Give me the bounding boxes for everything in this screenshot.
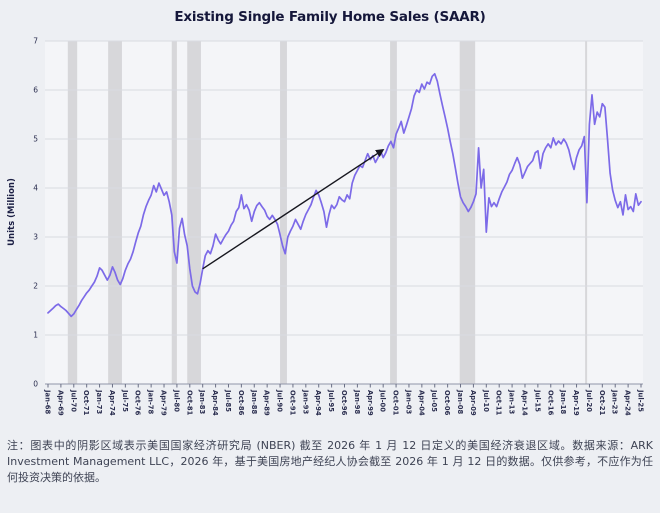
x-tick-label: Jan-88 xyxy=(250,389,258,415)
y-tick-label: 7 xyxy=(33,37,38,46)
x-tick-label: Jan-03 xyxy=(404,389,412,415)
y-tick-label: 6 xyxy=(33,86,38,95)
x-tick-label: Oct-91 xyxy=(288,390,296,416)
x-tick-label: Jan-68 xyxy=(44,389,52,415)
x-tick-label: Apr-84 xyxy=(211,390,219,416)
x-tick-label: Oct-01 xyxy=(392,390,400,416)
x-tick-label: Jan-83 xyxy=(198,389,206,415)
x-tick-label: Jul-10 xyxy=(482,389,490,412)
y-axis-title: Units (Million) xyxy=(7,178,17,246)
recession-band xyxy=(67,41,78,384)
recession-band xyxy=(585,41,588,384)
x-tick-label: Jul-05 xyxy=(430,389,438,412)
x-tick-label: Apr-24 xyxy=(624,390,632,416)
x-tick-label: Jul-70 xyxy=(69,389,77,412)
plot-background xyxy=(45,41,643,384)
y-tick-label: 3 xyxy=(33,233,38,242)
recession-band xyxy=(108,41,122,384)
x-tick-label: Jul-25 xyxy=(637,389,645,412)
gridlines xyxy=(45,40,643,336)
x-tick-label: Apr-14 xyxy=(520,390,528,416)
x-tick-label: Jul-00 xyxy=(379,389,387,412)
x-tick-label: Jul-75 xyxy=(121,389,129,412)
footnote-text: 注：图表中的阴影区域表示美国国家经济研究局 (NBER) 截至 2026 年 1… xyxy=(7,439,653,484)
axes: 0 1 2 3 4 5 6 7 Jan-68 Apr-69 Jul-70 Oct-71 Jan-73 Ap… xyxy=(7,37,645,417)
recession-bands xyxy=(67,41,588,384)
plot-area xyxy=(45,41,643,384)
x-tick-label: Jan-23 xyxy=(611,389,619,415)
x-tick-label: Jul-15 xyxy=(533,389,541,412)
x-tick-label: Oct-16 xyxy=(546,390,554,416)
x-tick-label: Apr-74 xyxy=(108,390,116,416)
x-tick-label: Apr-94 xyxy=(314,390,322,416)
x-tick-label: Oct-96 xyxy=(340,390,348,416)
y-tick-label: 0 xyxy=(33,380,38,389)
sales-series-line xyxy=(47,72,642,318)
x-tick-label: Jul-85 xyxy=(224,389,232,412)
trend-arrow-line xyxy=(202,149,385,270)
x-tick-label: Jan-93 xyxy=(301,389,309,415)
x-tick-label: Apr-99 xyxy=(366,390,374,416)
recession-band xyxy=(280,41,287,384)
x-tick-label: Apr-69 xyxy=(56,390,64,416)
sales-line xyxy=(47,72,642,318)
x-tick-label: Apr-89 xyxy=(263,390,271,416)
x-tick-label: Oct-11 xyxy=(495,390,503,416)
y-tick-label: 5 xyxy=(33,135,38,144)
y-tick-label: 2 xyxy=(33,282,38,291)
x-tick-label: Apr-09 xyxy=(469,390,477,416)
x-tick-label: Oct-06 xyxy=(443,390,451,416)
y-tick-label: 4 xyxy=(33,184,38,193)
x-tick-label: Jan-18 xyxy=(559,389,567,415)
recession-band xyxy=(187,41,201,384)
recession-band xyxy=(171,41,177,384)
x-tick-label: Jul-80 xyxy=(172,389,180,412)
x-tick-label: Jan-98 xyxy=(353,389,361,415)
x-tick-label: Oct-81 xyxy=(185,390,193,416)
x-tick-label: Jan-08 xyxy=(456,389,464,415)
x-tick-label: Apr-19 xyxy=(572,390,580,416)
recession-band xyxy=(459,41,476,384)
x-tick-label: Apr-79 xyxy=(160,390,168,416)
y-tick-label: 1 xyxy=(33,331,38,340)
x-tick-label: Jul-20 xyxy=(585,389,593,412)
x-tick-label: Jul-95 xyxy=(327,389,335,412)
x-tick-label: Oct-76 xyxy=(134,390,142,416)
x-tick-label: Oct-86 xyxy=(237,390,245,416)
chart-title: Existing Single Family Home Sales (SAAR) xyxy=(174,9,486,25)
x-tick-label: Oct-21 xyxy=(598,390,606,416)
x-tick-label: Jul-90 xyxy=(276,389,284,412)
trend-arrow xyxy=(202,149,385,270)
x-tick-label: Jan-13 xyxy=(508,389,516,415)
x-tick-label: Jan-78 xyxy=(147,389,155,415)
recession-band xyxy=(390,41,397,384)
x-tick-label: Jan-73 xyxy=(95,389,103,415)
x-tick-label: Apr-04 xyxy=(417,390,425,416)
x-tick-label: Oct-71 xyxy=(82,390,90,416)
